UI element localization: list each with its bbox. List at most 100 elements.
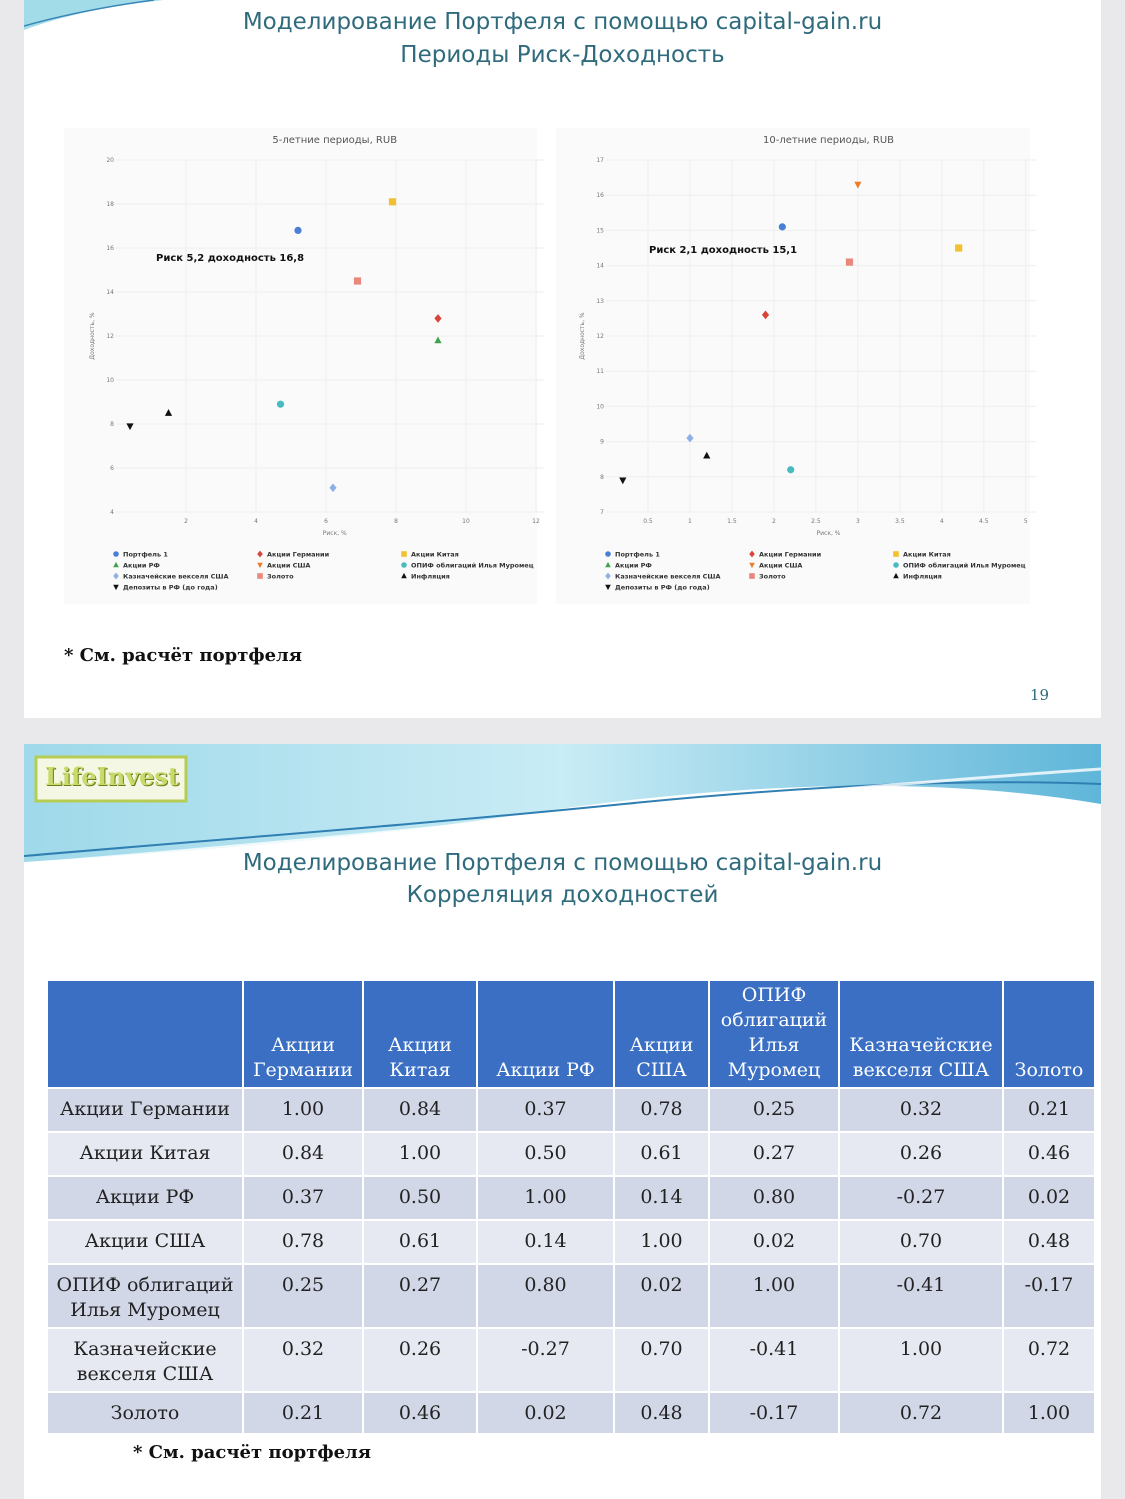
- table-cell: 0.48: [613, 1391, 710, 1435]
- table-cell: 1.00: [1002, 1391, 1096, 1435]
- point: [761, 310, 770, 320]
- table-cell: 0.02: [476, 1391, 615, 1435]
- page-number: 19: [1030, 686, 1050, 704]
- slide-title: Моделирование Портфеля с помощью capital…: [242, 9, 883, 35]
- x-tick-label: 12: [532, 518, 540, 525]
- x-tick-label: 0.5: [643, 518, 653, 525]
- column-header: Золото: [1002, 979, 1096, 1089]
- point: [388, 198, 397, 206]
- y-tick-label: 7: [600, 509, 604, 516]
- y-axis-label: Доходность, %: [89, 312, 96, 359]
- x-tick-label: 3.5: [895, 518, 905, 525]
- x-tick-label: 2: [184, 518, 188, 525]
- y-tick-label: 8: [110, 421, 114, 428]
- table-cell: 0.50: [476, 1131, 615, 1177]
- row-header: Акции Германии: [46, 1087, 244, 1133]
- table-row: Акции РФ 0.37 0.50 1.00 0.14 0.80 -0.27 0.02: [46, 1175, 1096, 1221]
- table-cell: -0.41: [708, 1327, 840, 1393]
- row-header: ОПИФ облигаций Илья Муромец: [46, 1263, 244, 1329]
- table-cell: 0.21: [1002, 1087, 1096, 1133]
- legend-label: Акции США: [267, 562, 310, 570]
- table-cell: 0.27: [362, 1263, 478, 1329]
- table-cell: 0.25: [708, 1087, 840, 1133]
- logo: LifeInvest: [44, 762, 180, 791]
- legend-label: Инфляция: [411, 573, 450, 581]
- y-tick-label: 11: [596, 368, 604, 375]
- table-cell: 1.00: [242, 1087, 364, 1133]
- column-header: Акции Германии: [242, 979, 364, 1089]
- legend-swatch: [893, 572, 899, 579]
- table-cell: 0.61: [362, 1219, 478, 1265]
- column-header: Казначейские векселя США: [838, 979, 1004, 1089]
- y-tick-label: 6: [110, 465, 114, 472]
- legend-label: Акции Китая: [411, 551, 459, 559]
- legend-swatch: [401, 572, 407, 579]
- annotation: Риск 2,1 доходность 15,1: [649, 245, 797, 256]
- y-tick-label: 12: [596, 333, 604, 340]
- table-row: Акции США 0.78 0.61 0.14 1.00 0.02 0.70 0.48: [46, 1219, 1096, 1265]
- x-tick-label: 10: [462, 518, 470, 525]
- legend-swatch: [401, 551, 407, 557]
- legend-label: Портфель 1: [123, 551, 168, 559]
- table-cell: 0.46: [362, 1391, 478, 1435]
- y-tick-label: 12: [106, 333, 114, 340]
- slide-subtitle: Периоды Риск-Доходность: [400, 42, 725, 68]
- legend-label: Акции Китая: [903, 551, 951, 559]
- legend-label: Инфляция: [903, 573, 942, 581]
- y-tick-label: 14: [596, 263, 604, 270]
- table-cell: 1.00: [613, 1219, 710, 1265]
- table-cell: 0.21: [242, 1391, 364, 1435]
- table-cell: -0.41: [838, 1263, 1004, 1329]
- table-cell: 0.72: [1002, 1327, 1096, 1393]
- table-cell: 1.00: [838, 1327, 1004, 1393]
- legend-label: Золото: [267, 573, 294, 581]
- legend-swatch: [749, 573, 755, 579]
- legend-swatch: [257, 550, 263, 558]
- legend-label: Депозиты в РФ (до года): [123, 584, 218, 592]
- legend-swatch: [605, 572, 611, 580]
- x-tick-label: 1.5: [727, 518, 737, 525]
- y-tick-label: 14: [106, 289, 114, 296]
- point: [955, 244, 963, 252]
- legend-label: Акции Германии: [267, 551, 330, 559]
- footnote: * См. расчёт портфеля: [64, 645, 303, 666]
- point: [703, 451, 711, 459]
- x-tick-label: 4: [940, 518, 944, 525]
- x-axis-label: Риск, %: [323, 530, 347, 537]
- y-tick-label: 13: [596, 298, 604, 305]
- row-header: Акции Китая: [46, 1131, 244, 1177]
- table-cell: 0.80: [476, 1263, 615, 1329]
- y-tick-label: 20: [106, 157, 114, 164]
- x-tick-label: 8: [394, 518, 398, 525]
- slide-1: Моделирование Портфеля с помощью capital…: [24, 0, 1101, 718]
- row-header: Казначейские векселя США: [46, 1327, 244, 1393]
- legend-swatch: [257, 573, 263, 579]
- y-tick-label: 10: [106, 377, 114, 384]
- column-header: Акции Китая: [362, 979, 478, 1089]
- legend-label: ОПИФ облигаций Илья Муромец: [903, 562, 1026, 570]
- table-corner: [46, 979, 244, 1089]
- legend-label: Казначейские векселя США: [615, 573, 721, 581]
- table-cell: -0.27: [838, 1175, 1004, 1221]
- table-cell: 0.61: [613, 1131, 710, 1177]
- table-cell: 0.70: [613, 1327, 710, 1393]
- x-tick-label: 6: [324, 518, 328, 525]
- row-header: Акции РФ: [46, 1175, 244, 1221]
- table-cell: -0.17: [708, 1391, 840, 1435]
- slide-title: Моделирование Портфеля с помощью capital…: [242, 850, 883, 876]
- point: [294, 226, 302, 234]
- legend-swatch: [605, 561, 611, 568]
- correlation-table: Акции Германии Акции Китая Акции РФ Акции С…: [46, 979, 1096, 1435]
- point: [164, 409, 173, 416]
- column-header: Акции РФ: [476, 979, 615, 1089]
- legend-label: Акции РФ: [615, 562, 652, 570]
- legend-label: Казначейские векселя США: [123, 573, 229, 581]
- point: [854, 181, 862, 189]
- point: [353, 277, 362, 285]
- row-header: Акции США: [46, 1219, 244, 1265]
- chart-title: 10-летние периоды, RUB: [763, 135, 894, 146]
- slide-decor: [24, 0, 1030, 604]
- table-cell: 0.26: [362, 1327, 478, 1393]
- table-row: Акции Германии 1.00 0.84 0.37 0.78 0.25 0.32 0.…: [46, 1087, 1096, 1133]
- table-cell: 0.37: [242, 1175, 364, 1221]
